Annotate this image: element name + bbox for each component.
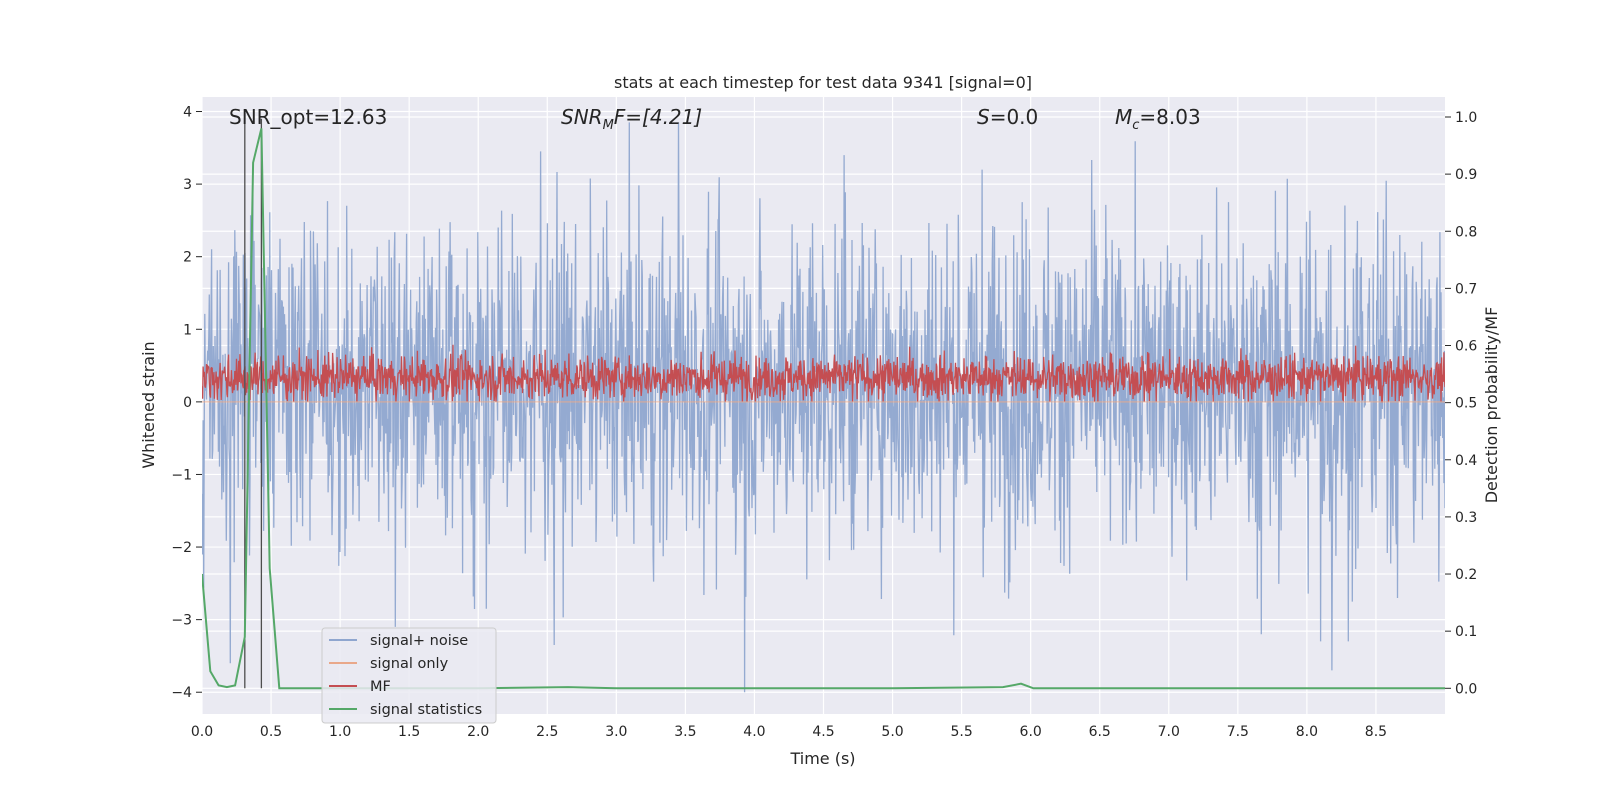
x-tick-label: 7.5 bbox=[1227, 724, 1249, 740]
y-right-tick-label: 0.0 bbox=[1455, 681, 1477, 697]
y-left-tick-label: 3 bbox=[183, 177, 192, 193]
x-tick-label: 1.0 bbox=[329, 724, 351, 740]
x-tick-label: 3.5 bbox=[674, 724, 696, 740]
x-tick-label: 6.0 bbox=[1020, 724, 1042, 740]
legend-label-signal-statistics: signal statistics bbox=[370, 702, 482, 718]
legend-label-signal-noise: signal+ noise bbox=[370, 633, 468, 649]
y-axis-left-ticks: −4 −3 −2 −1 0 1 2 3 4 bbox=[171, 105, 202, 701]
series-mf bbox=[202, 344, 1445, 403]
x-tick-label: 2.5 bbox=[536, 724, 558, 740]
x-tick-label: 4.5 bbox=[812, 724, 834, 740]
x-tick-label: 2.0 bbox=[467, 724, 489, 740]
y-left-tick-label: 4 bbox=[183, 105, 192, 121]
annotations: SNR_opt=12.63 SNRMF=[4.21] S=0.0 Mc=8.03 bbox=[229, 105, 1201, 133]
x-tick-label: 8.5 bbox=[1365, 724, 1387, 740]
annotation-mc: Mc=8.03 bbox=[1115, 105, 1201, 133]
x-tick-label: 6.5 bbox=[1089, 724, 1111, 740]
y-right-tick-label: 0.8 bbox=[1455, 224, 1477, 240]
y-right-tick-label: 0.7 bbox=[1455, 281, 1477, 297]
y-axis-right-label: Detection probability/MF bbox=[1482, 307, 1501, 504]
annotation-snr-mf: SNRMF=[4.21] bbox=[561, 105, 702, 133]
y-left-tick-label: 0 bbox=[183, 395, 192, 411]
legend-label-signal-only: signal only bbox=[370, 656, 449, 672]
y-left-tick-label: −4 bbox=[171, 685, 192, 701]
y-right-tick-label: 0.1 bbox=[1455, 624, 1477, 640]
legend-label-mf: MF bbox=[370, 679, 391, 695]
y-right-tick-label: 0.3 bbox=[1455, 510, 1477, 526]
y-right-tick-label: 0.9 bbox=[1455, 167, 1477, 183]
y-left-tick-label: −2 bbox=[171, 540, 192, 556]
y-right-tick-label: 0.2 bbox=[1455, 567, 1477, 583]
x-axis-ticks: 0.0 0.5 1.0 1.5 2.0 2.5 3.0 3.5 4.0 4.5 5.0 5.5 6.0 6… bbox=[191, 724, 1387, 740]
y-left-tick-label: 2 bbox=[183, 250, 192, 266]
x-tick-label: 8.0 bbox=[1296, 724, 1318, 740]
annotation-snr-opt: SNR_opt=12.63 bbox=[229, 105, 387, 129]
legend-box bbox=[321, 627, 497, 724]
x-axis-label: Time (s) bbox=[789, 749, 855, 768]
y-left-tick-label: −3 bbox=[171, 613, 192, 629]
x-tick-label: 7.0 bbox=[1158, 724, 1180, 740]
y-left-tick-label: −1 bbox=[171, 467, 192, 483]
y-axis-right-ticks: 0.0 0.1 0.2 0.3 0.4 0.5 0.6 0.7 0.8 0.9 1.0 bbox=[1445, 110, 1477, 697]
y-right-tick-label: 0.4 bbox=[1455, 453, 1477, 469]
x-tick-label: 3.0 bbox=[605, 724, 627, 740]
legend: signal+ noise signal only MF signal stat… bbox=[321, 627, 497, 724]
y-left-tick-label: 1 bbox=[183, 322, 192, 338]
x-tick-label: 4.0 bbox=[743, 724, 765, 740]
chart-title: stats at each timestep for test data 934… bbox=[614, 73, 1032, 92]
x-tick-label: 0.5 bbox=[260, 724, 282, 740]
x-tick-label: 5.5 bbox=[950, 724, 972, 740]
y-right-tick-label: 1.0 bbox=[1455, 110, 1477, 126]
y-right-tick-label: 0.5 bbox=[1455, 396, 1477, 412]
x-tick-label: 0.0 bbox=[191, 724, 213, 740]
x-tick-label: 5.0 bbox=[881, 724, 903, 740]
line-mf bbox=[202, 344, 1445, 403]
y-right-tick-label: 0.6 bbox=[1455, 339, 1477, 355]
y-axis-left-label: Whitened strain bbox=[139, 341, 158, 468]
annotation-s: S=0.0 bbox=[977, 105, 1038, 129]
x-tick-label: 1.5 bbox=[398, 724, 420, 740]
